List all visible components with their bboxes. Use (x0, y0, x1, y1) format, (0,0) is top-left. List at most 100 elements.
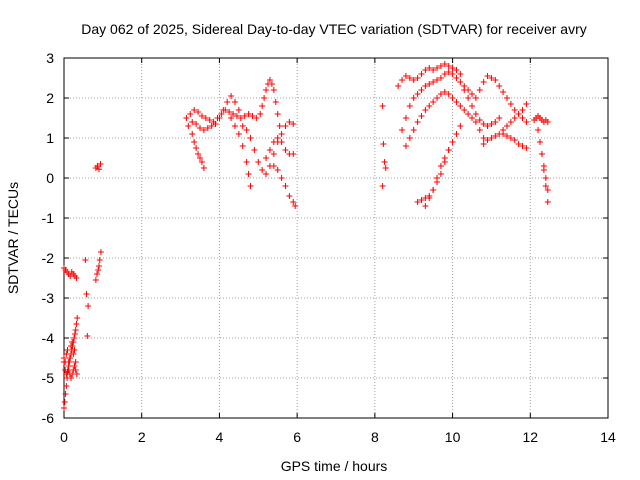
data-point (202, 115, 209, 121)
data-point (200, 127, 207, 133)
data-point (73, 321, 80, 327)
data-point (507, 135, 514, 141)
data-point (469, 115, 475, 121)
data-point (200, 165, 207, 171)
series-seg-l (239, 119, 297, 177)
data-point (511, 137, 518, 143)
data-point (434, 65, 441, 71)
data-point (218, 111, 225, 117)
data-point (94, 271, 101, 277)
data-point (197, 125, 203, 131)
data-point (461, 83, 468, 89)
data-point (235, 107, 242, 113)
series-seg-s (402, 89, 487, 149)
data-point (290, 151, 297, 157)
data-point (437, 75, 444, 81)
data-point (422, 203, 429, 209)
data-point (95, 263, 102, 269)
y-tick-label: -3 (42, 290, 55, 306)
data-point (97, 161, 104, 167)
data-point (259, 167, 266, 173)
data-point (270, 139, 277, 145)
data-point (197, 155, 203, 161)
series-seg-o (270, 163, 299, 209)
data-point (82, 257, 89, 263)
data-point (263, 171, 270, 177)
data-point (414, 199, 421, 205)
series-seg-g (92, 161, 104, 173)
data-point (519, 115, 526, 121)
data-point (71, 347, 78, 353)
data-point (189, 131, 196, 137)
series-seg-m (257, 77, 283, 129)
data-point (410, 77, 417, 83)
data-point (422, 107, 429, 113)
data-point (274, 167, 281, 173)
data-point (228, 93, 235, 99)
data-point (187, 111, 194, 117)
data-point (272, 99, 279, 105)
series-seg-e (82, 257, 92, 309)
data-point (94, 163, 101, 169)
data-point (535, 127, 542, 133)
y-tick-label: 0 (46, 170, 54, 186)
data-point (457, 103, 464, 109)
data-point (480, 135, 487, 141)
data-point (92, 277, 99, 283)
data-point (206, 117, 213, 123)
data-point (224, 99, 231, 105)
data-point (430, 79, 437, 85)
data-point (191, 139, 198, 145)
data-point (266, 147, 273, 153)
data-point (544, 119, 551, 125)
data-point (216, 115, 223, 121)
data-point (488, 135, 495, 141)
x-tick-label: 8 (371, 429, 379, 445)
data-point (84, 333, 91, 339)
data-point (469, 103, 475, 109)
data-point (253, 115, 260, 121)
data-point (395, 83, 402, 89)
data-point (503, 95, 510, 101)
data-point (282, 147, 289, 153)
data-point (270, 163, 277, 169)
data-point (66, 355, 73, 361)
data-point (492, 119, 499, 125)
data-point (437, 91, 444, 97)
grid-lines (64, 58, 608, 418)
data-point (496, 83, 503, 89)
data-point (484, 73, 491, 79)
data-point (430, 187, 437, 193)
data-point (465, 95, 472, 101)
data-point (426, 65, 433, 71)
data-point (441, 71, 448, 77)
data-point (418, 197, 425, 203)
data-point (406, 135, 413, 141)
data-point (476, 127, 483, 133)
x-tick-label: 4 (216, 429, 224, 445)
y-tick-label: 2 (46, 90, 54, 106)
data-point (61, 399, 68, 405)
data-point (542, 175, 549, 181)
data-point (507, 119, 514, 125)
data-point (69, 339, 76, 345)
data-point (270, 151, 277, 157)
data-point (266, 77, 273, 83)
data-point (542, 183, 549, 189)
y-tick-label: -5 (42, 370, 55, 386)
data-point (73, 275, 80, 281)
data-point (402, 143, 409, 149)
data-point (537, 139, 543, 145)
data-point (500, 89, 507, 95)
data-point (422, 67, 429, 73)
data-point (445, 69, 452, 75)
data-point (418, 87, 425, 93)
data-point (465, 111, 472, 117)
data-point (231, 99, 238, 105)
data-point (72, 359, 79, 365)
y-tick-label: -6 (42, 410, 55, 426)
data-point (231, 123, 238, 129)
data-point (73, 371, 80, 377)
data-point (426, 195, 433, 201)
